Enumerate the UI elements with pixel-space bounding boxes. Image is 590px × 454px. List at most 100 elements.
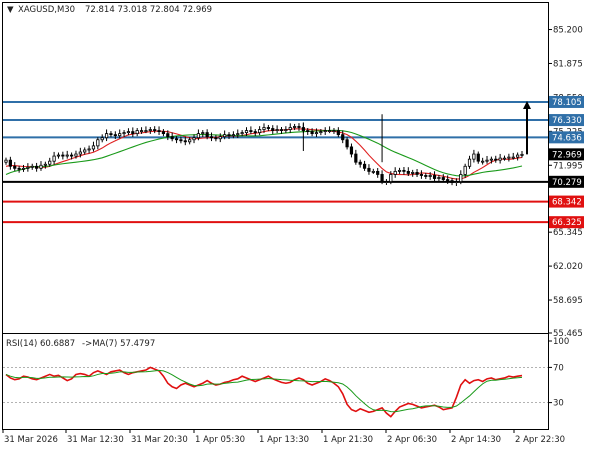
price-tags: 78.105 76.330 74.636 70.279 68.342 66.325 72.9… [549,95,584,229]
candle-body [139,130,144,132]
candle-body [205,132,209,138]
candle-body [358,161,362,165]
candle-body [4,159,8,163]
candle-body [135,130,139,135]
candle-body [332,130,336,132]
candle-body [511,156,515,159]
candle-body [284,129,288,131]
arrow-head [523,100,531,109]
candle-body [266,127,270,129]
level-tag [549,131,584,144]
candle-body [8,159,12,167]
candle-body [113,134,117,137]
header-dropdown-icon[interactable]: ▼ [7,5,14,15]
candle-body [384,181,389,183]
candle-body [463,165,467,175]
candle-body [354,153,358,163]
candle-body [13,165,17,169]
candle-body [144,130,148,132]
rsi-panel-frame [2,333,549,430]
level-tag [549,216,584,229]
time-axis: 31 Mar 2026 31 Mar 12:30 31 Mar 20:30 1 Apr… [2,429,565,445]
candle-body [209,136,214,139]
candle-body [406,170,410,174]
level-tag-label: 66.325 [552,218,582,228]
candle-body [258,129,262,134]
candle-body [188,139,192,143]
candle-body [96,139,100,147]
candle-body [454,181,459,184]
current-price-label: 72.969 [552,150,582,160]
price-tick-label: 85.200 [553,26,583,36]
rsi-ma-line [5,369,523,413]
candle-body [69,154,74,157]
candle-body [271,128,275,131]
candle-body [109,133,113,136]
candle-body [481,160,485,163]
level-tag [549,175,584,188]
candle-body [507,156,511,159]
candle-body [218,136,222,140]
candle-body [489,158,493,161]
rsi-tick-label: 100 [553,337,569,347]
level-tag-label: 70.279 [552,178,582,188]
level-tag-label: 74.636 [552,133,582,143]
candle-body [78,151,82,155]
candle-body [183,140,187,143]
candle-body [170,136,174,140]
candle-body [310,131,314,135]
rsi-indicator [3,366,548,418]
candle-body [437,177,441,179]
candle-body [223,134,227,138]
candle-body [231,134,235,137]
rsi-ma-label: ->MA(7) 57.4797 [82,339,155,349]
candle-body [424,175,428,177]
candle-body [428,175,432,177]
candle-body [192,137,196,141]
candle-body [393,170,397,175]
candle-body [43,163,47,166]
candle-body [288,127,292,130]
level-tag [549,95,584,108]
candle-body [467,158,472,167]
candle-body [240,132,244,135]
candle-body [48,160,52,165]
candle-body [91,145,96,150]
rsi-title: RSI(14) 60.6887 [6,339,75,349]
price-tick-label: 81.875 [553,59,583,69]
candle-body [39,164,43,169]
level-tag-label: 68.342 [552,198,582,208]
level-tag [549,195,584,208]
time-tick-label: 31 Mar 2026 [4,435,58,445]
candle-body [345,139,349,148]
candle-body [520,153,524,156]
candle-body [118,133,122,137]
candle-body [367,167,371,172]
price-tick-label: 65.345 [553,228,583,238]
candle-body [314,132,319,135]
ohlc-readout: 72.814 73.018 72.804 72.969 [85,5,212,15]
candle-body [122,132,126,135]
candle-body [336,130,340,136]
candle-body [432,175,437,179]
candle-body [516,154,520,158]
price-tick-label: 71.995 [553,161,583,171]
time-tick-label: 31 Mar 12:30 [67,435,124,445]
current-price-tag [549,148,584,161]
candle-body [161,131,166,135]
candle-body [380,174,384,182]
candle-body [87,148,91,151]
rsi-tick-label: 70 [553,363,564,373]
candle-body [397,169,402,172]
candle-body [441,177,445,180]
candle-body [83,149,87,153]
candle-body [376,170,380,175]
candle-body [362,163,367,169]
candle-body [236,133,240,136]
rsi-axis: 100 70 30 [548,337,569,409]
candle-body [157,130,161,132]
candle-body [179,139,183,142]
ma-slow-line [5,129,523,177]
